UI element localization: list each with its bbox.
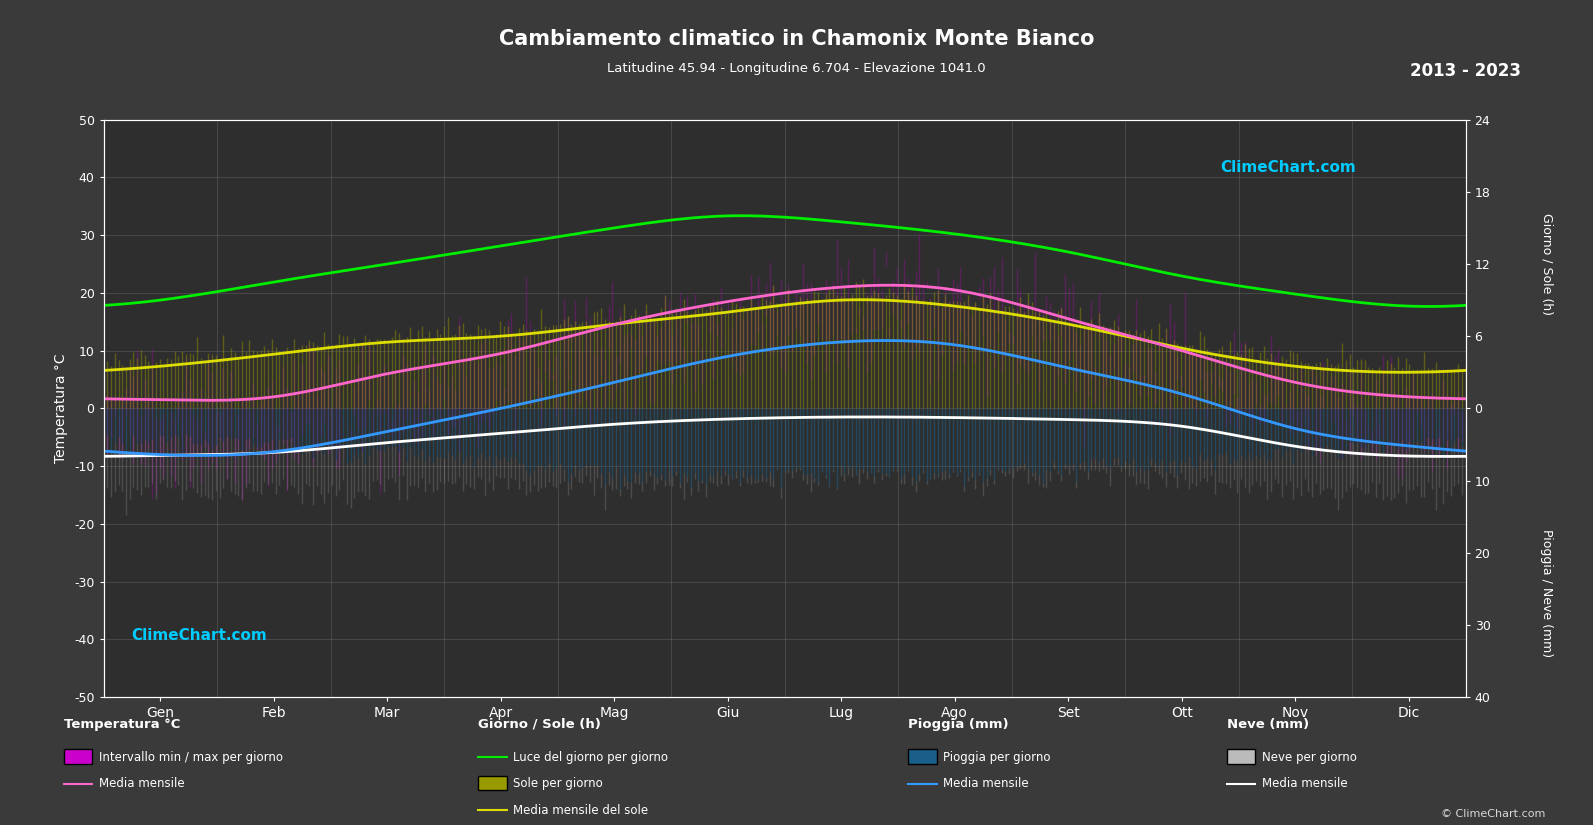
- Text: Media mensile del sole: Media mensile del sole: [513, 804, 648, 817]
- Text: ClimeChart.com: ClimeChart.com: [131, 628, 266, 643]
- Text: ClimeChart.com: ClimeChart.com: [1220, 160, 1356, 175]
- Y-axis label: Temperatura °C: Temperatura °C: [54, 354, 68, 463]
- Text: Sole per giorno: Sole per giorno: [513, 777, 602, 790]
- Text: Giorno / Sole (h): Giorno / Sole (h): [1540, 213, 1553, 315]
- Text: Pioggia (mm): Pioggia (mm): [908, 718, 1008, 731]
- Text: Media mensile: Media mensile: [943, 777, 1029, 790]
- Text: Neve per giorno: Neve per giorno: [1262, 751, 1357, 764]
- Text: 2013 - 2023: 2013 - 2023: [1410, 62, 1521, 80]
- Text: © ClimeChart.com: © ClimeChart.com: [1440, 808, 1545, 818]
- Text: Intervallo min / max per giorno: Intervallo min / max per giorno: [99, 751, 284, 764]
- Text: Neve (mm): Neve (mm): [1227, 718, 1309, 731]
- Text: Luce del giorno per giorno: Luce del giorno per giorno: [513, 751, 667, 764]
- Text: Media mensile: Media mensile: [99, 777, 185, 790]
- Text: Media mensile: Media mensile: [1262, 777, 1348, 790]
- Text: Cambiamento climatico in Chamonix Monte Bianco: Cambiamento climatico in Chamonix Monte …: [499, 29, 1094, 49]
- Text: Temperatura °C: Temperatura °C: [64, 718, 180, 731]
- Text: Pioggia / Neve (mm): Pioggia / Neve (mm): [1540, 529, 1553, 658]
- Text: Latitudine 45.94 - Longitudine 6.704 - Elevazione 1041.0: Latitudine 45.94 - Longitudine 6.704 - E…: [607, 62, 986, 75]
- Text: Giorno / Sole (h): Giorno / Sole (h): [478, 718, 601, 731]
- Text: Pioggia per giorno: Pioggia per giorno: [943, 751, 1050, 764]
